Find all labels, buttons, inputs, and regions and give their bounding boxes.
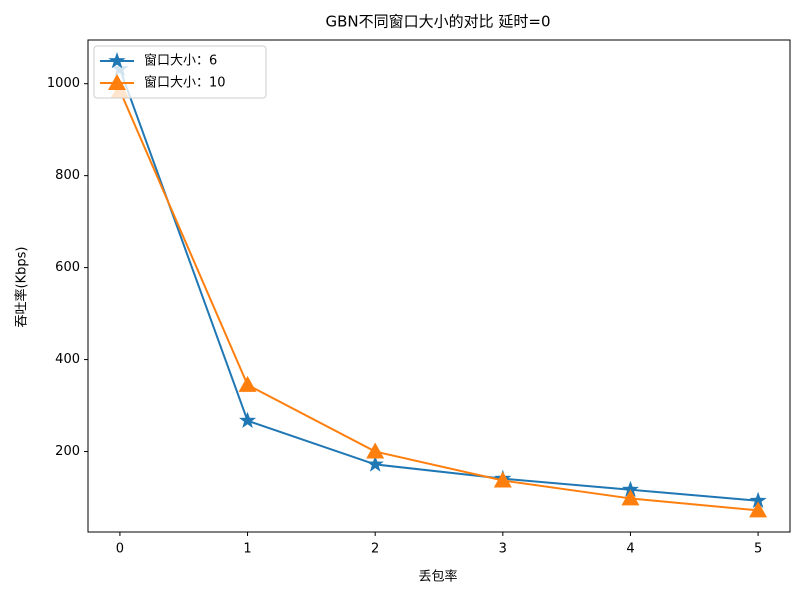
data-point (749, 491, 767, 508)
y-tick-label: 600 (55, 260, 80, 275)
legend-label: 窗口大小：10 (144, 75, 226, 91)
plot-frame (87, 39, 791, 533)
data-point (366, 442, 385, 459)
x-tick-label: 0 (116, 542, 124, 557)
data-point (621, 489, 640, 506)
y-tick-label: 1000 (47, 76, 80, 91)
data-point (366, 455, 384, 472)
legend-marker (108, 74, 126, 90)
data-point (238, 375, 257, 392)
y-tick-label: 200 (55, 444, 80, 459)
legend-marker (108, 52, 126, 69)
x-tick-label: 5 (754, 542, 762, 557)
x-axis-label: 丢包率 (418, 569, 457, 585)
series-line (118, 90, 759, 512)
data-point (239, 411, 257, 428)
data-point (749, 501, 768, 518)
chart-title: GBN不同窗口大小的对比 延时=0 (325, 13, 550, 31)
y-axis-label: 吞吐率(Kbps) (14, 247, 30, 328)
data-point (493, 471, 512, 488)
legend-label: 窗口大小：6 (144, 53, 217, 69)
y-tick-label: 400 (55, 352, 80, 367)
x-tick-label: 4 (626, 542, 634, 557)
y-tick-label: 800 (55, 168, 80, 183)
x-tick-label: 3 (499, 542, 507, 557)
legend-box (93, 45, 267, 99)
x-tick-label: 2 (371, 542, 379, 557)
series-line (118, 68, 759, 502)
x-tick-label: 1 (243, 542, 251, 557)
data-point (621, 480, 639, 497)
